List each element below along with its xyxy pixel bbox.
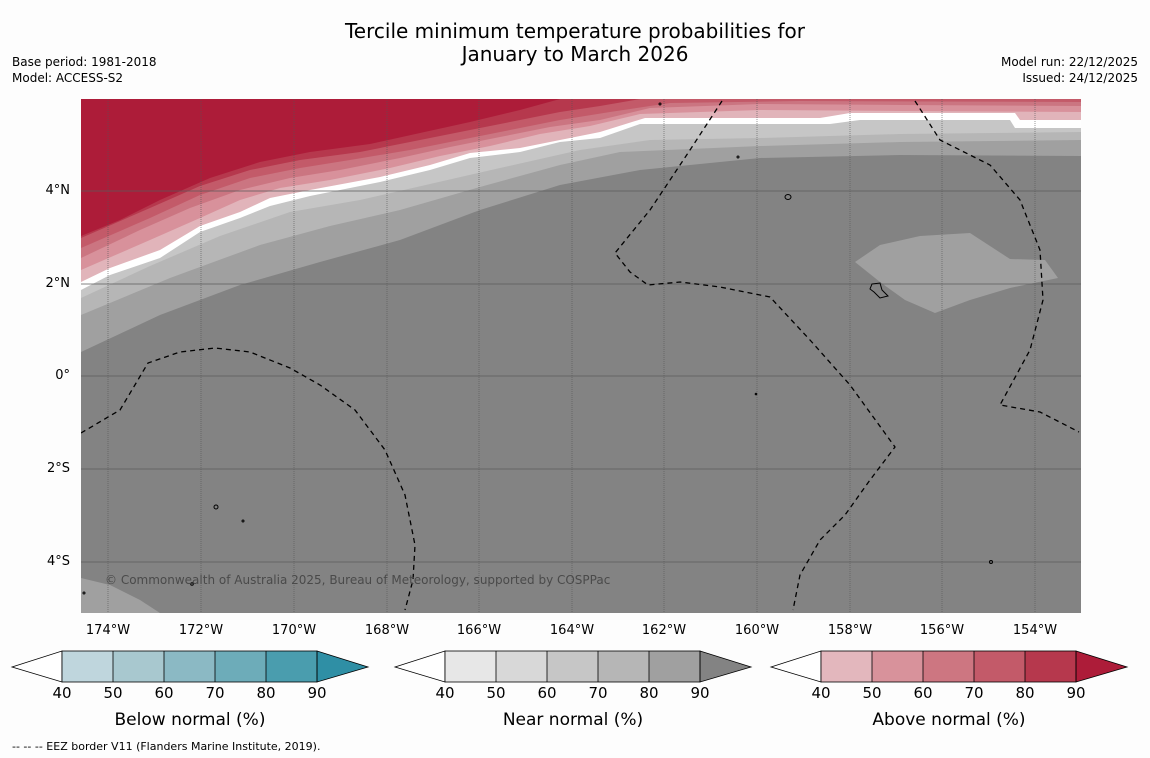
meta-right: Model run: 22/12/2025 Issued: 24/12/2025 [1001, 55, 1138, 86]
issued-date: Issued: 24/12/2025 [1022, 70, 1138, 85]
cbar-tick: 50 [862, 684, 882, 702]
base-period: Base period: 1981-2018 [12, 55, 157, 69]
cbar-above-label: Above normal (%) [872, 710, 1026, 730]
islands [82, 102, 993, 595]
lon-label-170w: 170°W [271, 623, 317, 638]
lon-label-164w: 164°W [549, 623, 595, 638]
cbar-tick: 80 [639, 684, 659, 702]
cbar-tick: 50 [103, 684, 123, 702]
cbar-below-extend-low [10, 650, 63, 683]
lon-label-156w: 156°W [919, 623, 965, 638]
colorbar-above-normal [769, 650, 1129, 683]
title-line-2: January to March 2026 [461, 42, 689, 66]
cbar-tick: 60 [154, 684, 174, 702]
title-line-1: Tercile minimum temperature probabilitie… [344, 19, 806, 43]
cbar-below-60 [164, 651, 215, 682]
near-normal-80-patch [855, 233, 1058, 313]
cbar-tick: 70 [964, 684, 984, 702]
cbar-tick: 80 [256, 684, 276, 702]
lat-label-4n: 4°N [45, 183, 71, 198]
cbar-tick: 60 [537, 684, 557, 702]
eez-borders [81, 100, 1080, 611]
cbar-tick: 90 [690, 684, 710, 702]
lon-label-166w: 166°W [456, 623, 502, 638]
near-normal-80-corner [81, 578, 160, 613]
model-run: Model run: 22/12/2025 [1000, 55, 1138, 69]
lon-label-158w: 158°W [827, 623, 873, 638]
eez-footnote: -- -- -- EEZ border V11 (Flanders Marine… [12, 740, 321, 753]
cbar-tick: 90 [1066, 684, 1086, 702]
cbar-below-extend-high [316, 650, 370, 683]
cbar-tick: 80 [1015, 684, 1035, 702]
cbar-tick: 60 [913, 684, 933, 702]
cbar-tick: 40 [435, 684, 455, 702]
meta-left: Base period: 1981-2018 Model: ACCESS-S2 [12, 55, 157, 86]
cbar-below-70 [215, 651, 266, 682]
cbar-tick: 90 [307, 684, 327, 702]
cbar-tick: 70 [588, 684, 608, 702]
lon-label-174w: 174°W [85, 623, 131, 638]
lat-label-0: 0° [55, 368, 70, 383]
cbar-tick: 40 [811, 684, 831, 702]
lon-label-162w: 162°W [641, 623, 687, 638]
map-copyright: © Commonwealth of Australia 2025, Bureau… [105, 573, 611, 587]
cbar-tick: 70 [205, 684, 225, 702]
colorbar-below-normal [10, 650, 370, 683]
cbar-below-50 [113, 651, 164, 682]
lon-label-154w: 154°W [1012, 623, 1058, 638]
cbar-tick: 50 [486, 684, 506, 702]
cbar-below-label: Below normal (%) [114, 710, 266, 730]
lat-label-2n: 2°N [45, 276, 71, 291]
chart-title: Tercile minimum temperature probabilitie… [0, 20, 1150, 66]
cbar-below-80 [266, 651, 317, 682]
colorbar-near-normal [393, 650, 753, 683]
lon-label-172w: 172°W [178, 623, 224, 638]
cbar-near-label: Near normal (%) [502, 710, 644, 730]
cbar-tick: 40 [52, 684, 72, 702]
lon-label-168w: 168°W [364, 623, 410, 638]
lat-label-4s: 4°S [46, 554, 70, 569]
lon-label-160w: 160°W [734, 623, 780, 638]
graticule [107, 99, 1036, 613]
cbar-below-40 [62, 651, 113, 682]
model-name: Model: ACCESS-S2 [12, 70, 124, 85]
lat-label-2s: 2°S [46, 461, 70, 476]
